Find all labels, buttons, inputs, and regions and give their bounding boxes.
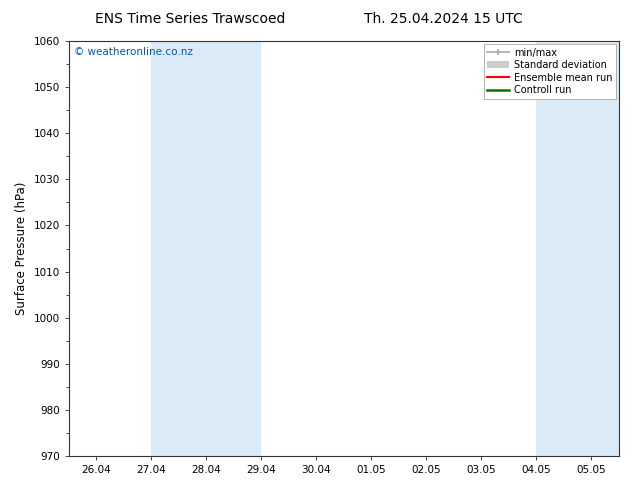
Bar xyxy=(152,41,261,456)
Legend: min/max, Standard deviation, Ensemble mean run, Controll run: min/max, Standard deviation, Ensemble me… xyxy=(484,44,616,99)
Text: ENS Time Series Trawscoed: ENS Time Series Trawscoed xyxy=(95,12,285,26)
Y-axis label: Surface Pressure (hPa): Surface Pressure (hPa) xyxy=(15,182,28,315)
Text: Th. 25.04.2024 15 UTC: Th. 25.04.2024 15 UTC xyxy=(365,12,523,26)
Text: © weatheronline.co.nz: © weatheronline.co.nz xyxy=(74,47,193,57)
Bar xyxy=(536,41,634,456)
